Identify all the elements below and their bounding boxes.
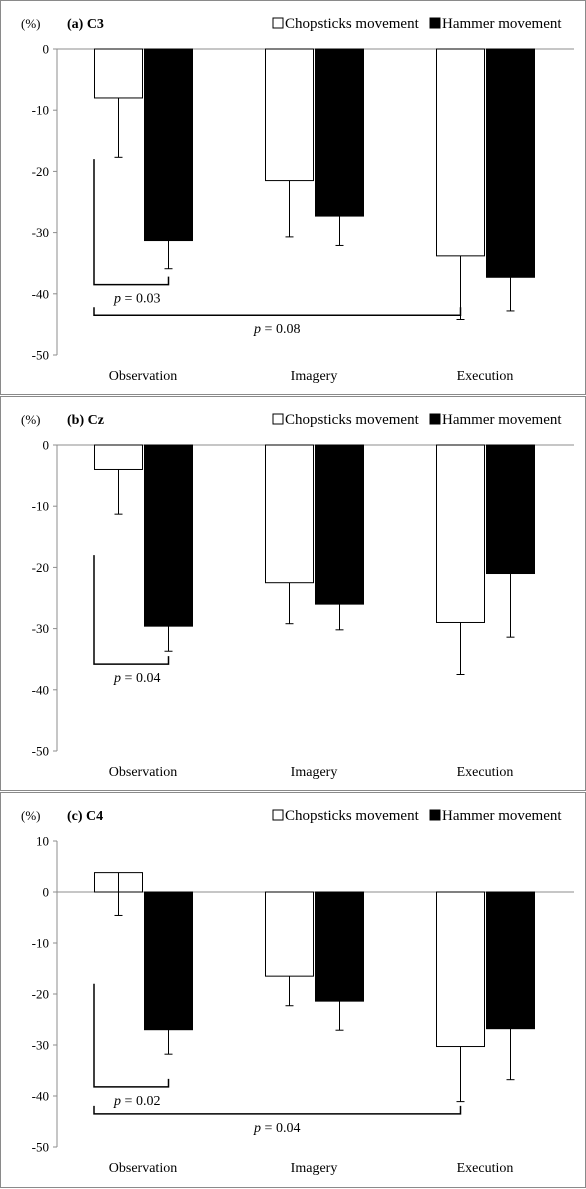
x-category-label: Execution	[457, 369, 514, 384]
x-category-label: Imagery	[291, 765, 338, 780]
legend-label: Hammer movement	[442, 808, 562, 824]
significance-bracket	[93, 307, 462, 316]
bar	[436, 48, 485, 257]
x-category-label: Execution	[457, 1161, 514, 1176]
y-tick-label: -50	[32, 744, 49, 759]
y-tick-label: -50	[32, 348, 49, 363]
y-tick-label: -40	[32, 1089, 49, 1104]
y-tick-label: -20	[32, 560, 49, 575]
chart-panel-c4: 10 0 -10 -20 -30 -40 -50 (%) (c) C4 Chopsticks mo…	[0, 792, 586, 1188]
p-value-label: p = 0.04	[253, 1121, 300, 1136]
legend-swatch	[272, 413, 284, 425]
legend-label: Chopsticks movement	[285, 412, 420, 428]
significance-bracket	[93, 555, 170, 665]
bar	[144, 48, 193, 242]
chart-panel-c3: 0 -10 -20 -30 -40 -50 (%) (a) C3 Chopsticks move…	[0, 0, 586, 395]
bar	[315, 48, 364, 217]
panel-title: (a) C3	[67, 17, 104, 32]
y-tick-label: -20	[32, 987, 49, 1002]
x-category-label: Observation	[109, 1161, 177, 1176]
p-symbol: p	[253, 1121, 261, 1136]
y-tick-label: -10	[32, 499, 49, 514]
p-value-text: = 0.08	[261, 322, 300, 337]
bracket-line	[93, 307, 462, 316]
panel-title: (c) C4	[67, 809, 103, 824]
bracket-line	[93, 555, 170, 665]
bar	[315, 891, 364, 1002]
significance-bracket	[93, 983, 170, 1088]
p-value-label: p = 0.03	[113, 292, 160, 307]
y-tick-label: -10	[32, 936, 49, 951]
bar	[144, 891, 193, 1031]
p-value-text: = 0.03	[121, 292, 160, 307]
bar	[94, 48, 143, 99]
bar	[265, 891, 314, 977]
p-value-text: = 0.04	[261, 1121, 300, 1136]
legend-label: Chopsticks movement	[285, 16, 420, 32]
panel-title: (b) Cz	[67, 413, 104, 428]
legend-label: Hammer movement	[442, 412, 562, 428]
y-tick-label: -30	[32, 621, 49, 636]
significance-bracket	[93, 159, 170, 286]
legend-label: Hammer movement	[442, 16, 562, 32]
bar	[265, 444, 314, 584]
y-axis-unit-label: (%)	[21, 412, 41, 427]
bracket-line	[93, 159, 170, 286]
bracket-line	[93, 1105, 462, 1115]
significance-bracket	[93, 1105, 462, 1115]
p-symbol: p	[113, 292, 121, 307]
chart-panel-cz: 0 -10 -20 -30 -40 -50 (%) (b) Cz Chopsticks move…	[0, 396, 586, 791]
p-symbol: p	[113, 671, 121, 686]
p-symbol: p	[113, 1094, 121, 1109]
p-symbol: p	[253, 322, 261, 337]
p-value-label: p = 0.04	[113, 671, 160, 686]
p-value-label: p = 0.08	[253, 322, 300, 337]
y-tick-label: -20	[32, 164, 49, 179]
x-category-label: Imagery	[291, 1161, 338, 1176]
legend-label: Chopsticks movement	[285, 808, 420, 824]
y-tick-label: -50	[32, 1140, 49, 1155]
bar	[144, 444, 193, 627]
legend-swatch	[429, 17, 441, 29]
bar	[486, 444, 535, 575]
bar	[486, 48, 535, 278]
chart-svg-c4: 10 0 -10 -20 -30 -40 -50 (%) (c) C4 Chopsticks mo…	[21, 808, 574, 1176]
p-value-text: = 0.02	[121, 1094, 160, 1109]
bar	[436, 444, 485, 623]
y-tick-label: -10	[32, 103, 49, 118]
bar	[486, 891, 535, 1030]
x-category-label: Imagery	[291, 369, 338, 384]
y-axis-unit-label: (%)	[21, 808, 41, 823]
bar	[315, 444, 364, 605]
x-category-label: Observation	[109, 369, 177, 384]
y-tick-label: 10	[36, 834, 49, 849]
p-value-text: = 0.04	[121, 671, 160, 686]
chart-svg-cz: 0 -10 -20 -30 -40 -50 (%) (b) Cz Chopsticks move…	[21, 412, 574, 780]
legend-swatch	[429, 413, 441, 425]
bar	[436, 891, 485, 1048]
x-category-label: Observation	[109, 765, 177, 780]
y-tick-label: 0	[43, 885, 50, 900]
legend-swatch	[272, 809, 284, 821]
bracket-line	[93, 983, 170, 1088]
legend-swatch	[429, 809, 441, 821]
p-value-label: p = 0.02	[113, 1094, 160, 1109]
y-tick-label: 0	[43, 42, 50, 57]
legend-swatch	[272, 17, 284, 29]
y-tick-label: -40	[32, 682, 49, 697]
x-category-label: Execution	[457, 765, 514, 780]
bar	[265, 48, 314, 182]
y-axis-unit-label: (%)	[21, 16, 41, 31]
y-tick-label: -30	[32, 1038, 49, 1053]
y-tick-label: -30	[32, 225, 49, 240]
y-tick-label: 0	[43, 438, 50, 453]
y-tick-label: -40	[32, 286, 49, 301]
bar	[94, 444, 143, 470]
chart-svg-c3: 0 -10 -20 -30 -40 -50 (%) (a) C3 Chopsticks move…	[21, 16, 574, 384]
